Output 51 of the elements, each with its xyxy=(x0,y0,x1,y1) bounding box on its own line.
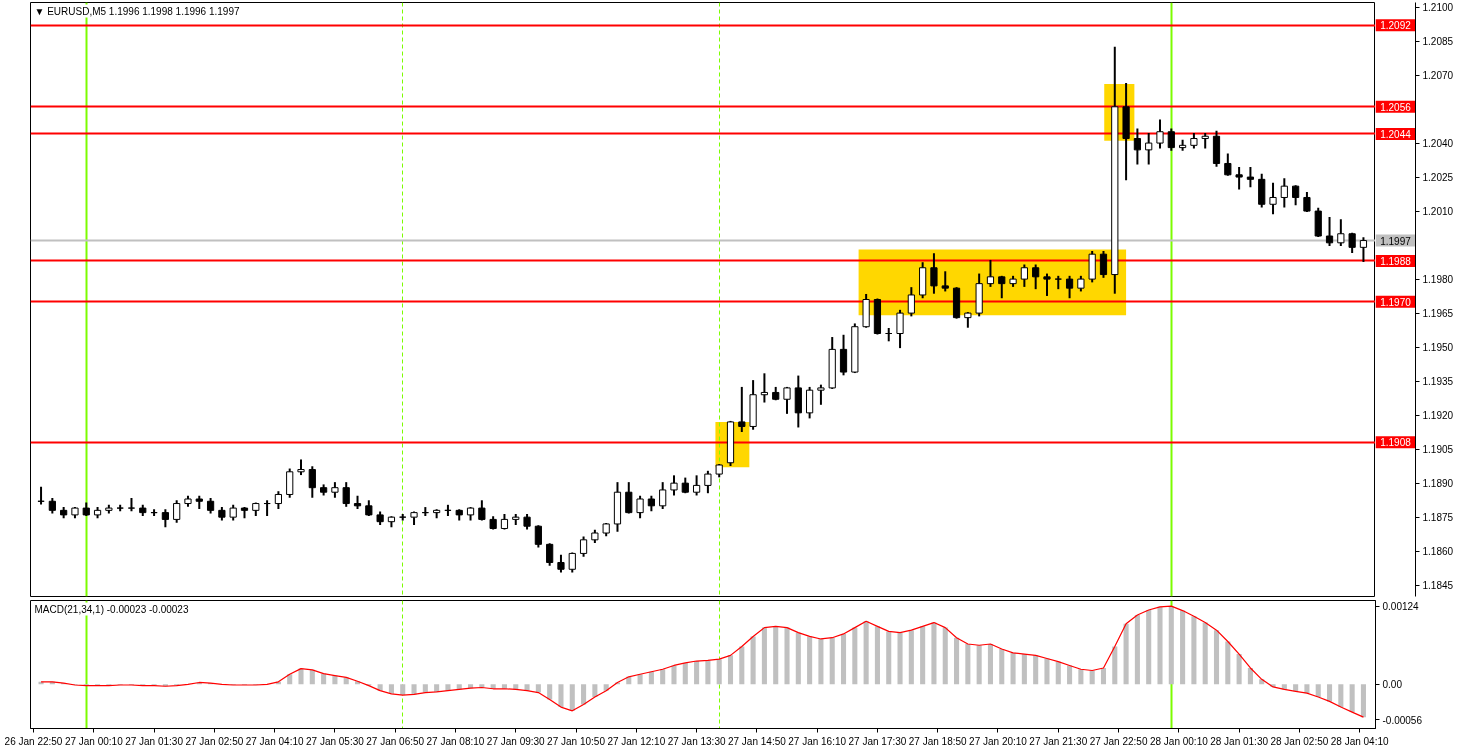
x-tick-label: 27 Jan 01:30 xyxy=(125,735,184,747)
ref-line-label: 1.2044 xyxy=(1380,129,1412,140)
x-tick-label: 27 Jan 17:30 xyxy=(848,735,907,747)
x-tick-label: 27 Jan 09:30 xyxy=(486,735,546,747)
x-tick-label: 28 Jan 02:50 xyxy=(1270,735,1329,747)
x-tick-label: 27 Jan 06:50 xyxy=(366,735,425,747)
y-tick-label: 1.2070 xyxy=(1422,70,1454,82)
x-tick-label: 27 Jan 21:30 xyxy=(1029,735,1088,747)
y-tick-label: 1.1980 xyxy=(1422,274,1454,286)
y-tick-label: 1.1905 xyxy=(1422,444,1454,456)
y-tick-label: 1.2010 xyxy=(1422,206,1454,218)
y-tick-label: 1.1950 xyxy=(1422,342,1454,354)
ref-line-label: 1.1908 xyxy=(1380,437,1412,449)
y-tick-label: 1.2025 xyxy=(1422,172,1454,184)
y-tick-label: 1.1875 xyxy=(1422,512,1454,524)
chart-title: ▼ EURUSD,M5 1.1996 1.1998 1.1996 1.1997 xyxy=(34,5,240,17)
y-tick-label: 1.1860 xyxy=(1422,546,1454,558)
x-tick-label: 27 Jan 18:50 xyxy=(908,735,968,747)
x-tick-label: 27 Jan 08:10 xyxy=(426,735,485,747)
x-tick-label: 27 Jan 22:50 xyxy=(1089,735,1148,747)
x-tick-label: 27 Jan 20:10 xyxy=(969,735,1028,747)
x-tick-label: 27 Jan 10:50 xyxy=(547,735,606,747)
x-tick-label: 27 Jan 16:10 xyxy=(788,735,847,747)
y-tick-label: 1.2040 xyxy=(1422,138,1454,150)
y-tick-label: 1.2100 xyxy=(1422,2,1454,14)
x-tick-label: 27 Jan 14:50 xyxy=(727,735,787,747)
ref-line-label: 1.1988 xyxy=(1380,255,1412,267)
x-tick-label: 26 Jan 22:50 xyxy=(4,735,63,747)
x-tick-label: 28 Jan 01:30 xyxy=(1210,735,1269,747)
x-tick-label: 27 Jan 05:30 xyxy=(306,735,365,747)
x-tick-label: 27 Jan 00:10 xyxy=(64,735,124,747)
y-tick-label: 1.1965 xyxy=(1422,308,1454,320)
x-tick-label: 27 Jan 04:10 xyxy=(245,735,304,747)
x-tick-label: 27 Jan 12:10 xyxy=(607,735,666,747)
x-tick-label: 28 Jan 00:10 xyxy=(1149,735,1209,747)
x-tick-label: 27 Jan 13:30 xyxy=(667,735,726,747)
ref-line-label: 1.2092 xyxy=(1380,20,1412,32)
y-tick-label: 1.2085 xyxy=(1422,36,1454,48)
x-tick-label: 27 Jan 02:50 xyxy=(185,735,244,747)
ref-line-label: 1.1997 xyxy=(1380,235,1412,247)
y-tick-label: 1.1890 xyxy=(1422,478,1454,490)
y-tick-label: -0.00056 xyxy=(1382,714,1423,726)
y-tick-label: 1.1920 xyxy=(1422,410,1454,422)
y-tick-label: 1.1935 xyxy=(1422,376,1454,388)
x-tick-label: 28 Jan 04:10 xyxy=(1330,735,1390,747)
y-tick-label: 0.00124 xyxy=(1382,601,1420,613)
y-tick-label: 1.1845 xyxy=(1422,580,1454,592)
ref-line-label: 1.2056 xyxy=(1380,101,1412,113)
ref-line-label: 1.1970 xyxy=(1380,296,1412,308)
y-tick-label: 0.00 xyxy=(1382,679,1403,691)
chart-title: MACD(21,34,1) -0.00023 -0.00023 xyxy=(34,603,189,615)
